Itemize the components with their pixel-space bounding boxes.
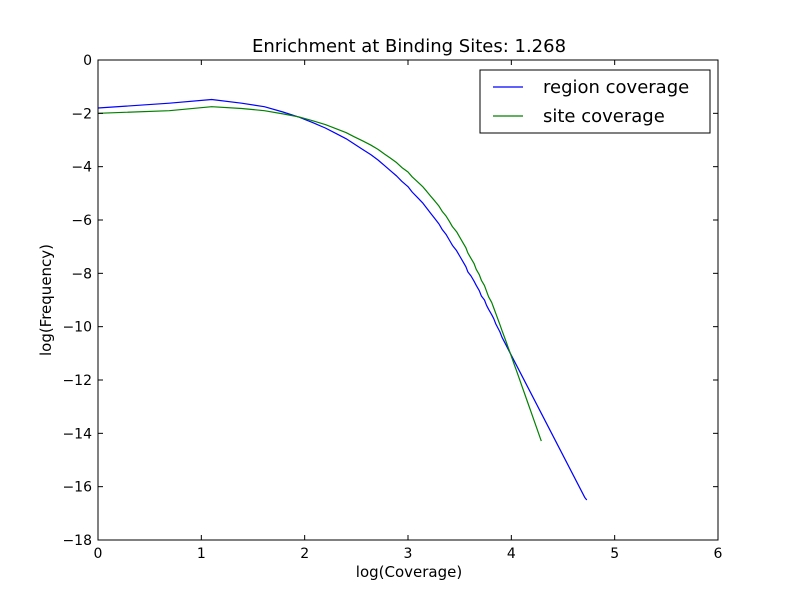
legend: region coverage site coverage — [479, 69, 711, 134]
x-tick-label: 0 — [94, 546, 103, 562]
legend-box — [479, 69, 711, 134]
ticks-layer: 0 1 2 3 4 5 6 0 −2 −4 −6 −8 −10 −12 −14 −16 −18 — [62, 53, 722, 562]
legend-label-region-coverage: region coverage — [543, 77, 689, 98]
y-tick-label: −10 — [62, 320, 92, 336]
x-tick-label: 4 — [507, 546, 516, 562]
series-line-region-coverage — [98, 98, 588, 501]
series-layer — [98, 98, 588, 501]
y-tick-label: −14 — [62, 426, 92, 442]
x-tick-label: 5 — [610, 546, 619, 562]
x-tick-label: 6 — [714, 546, 723, 562]
y-tick-label: −12 — [62, 373, 92, 389]
y-tick-label: −8 — [71, 266, 92, 282]
x-axis-label: log(Coverage) — [356, 563, 462, 581]
x-tick-label: 1 — [197, 546, 206, 562]
y-tick-label: −16 — [62, 480, 92, 496]
y-tick-label: 0 — [83, 53, 92, 69]
y-tick-label: −18 — [62, 533, 92, 549]
series-line-site-coverage — [98, 106, 542, 442]
y-tick-label: −6 — [71, 213, 92, 229]
legend-label-site-coverage: site coverage — [543, 106, 665, 127]
y-tick-label: −2 — [71, 106, 92, 122]
x-tick-label: 3 — [404, 546, 413, 562]
y-tick-label: −4 — [71, 160, 92, 176]
chart-title: Enrichment at Binding Sites: 1.268 — [252, 36, 566, 57]
x-tick-label: 2 — [300, 546, 309, 562]
y-axis-label: log(Frequency) — [37, 244, 55, 356]
plot-background — [98, 60, 718, 540]
